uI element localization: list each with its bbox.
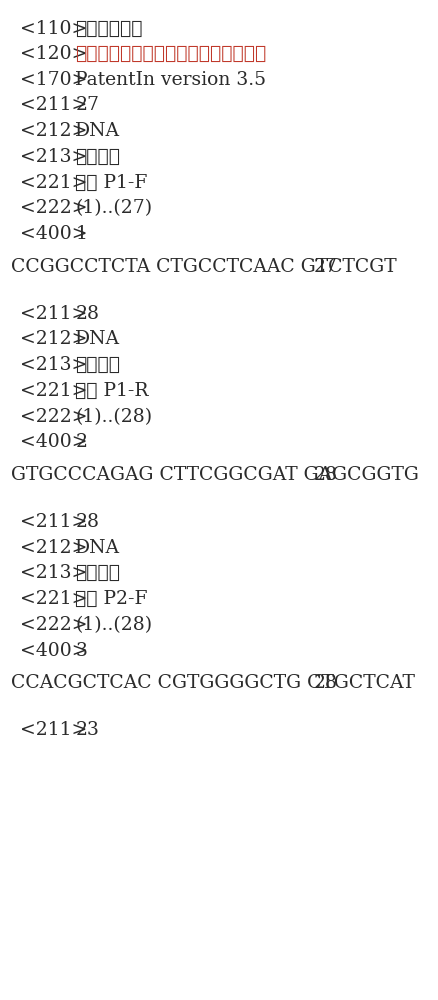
Text: 28: 28 (313, 674, 337, 692)
Text: <170>: <170> (20, 71, 87, 89)
Text: 引物 P1-F: 引物 P1-F (75, 174, 148, 192)
Text: CCGGCCTCTA CTGCCTCAAC GTCTCGT: CCGGCCTCTA CTGCCTCAAC GTCTCGT (11, 258, 396, 276)
Text: <221>: <221> (20, 174, 87, 192)
Text: <211>: <211> (20, 513, 87, 531)
Text: <221>: <221> (20, 382, 87, 400)
Text: 人工序列: 人工序列 (75, 564, 120, 582)
Text: (1)..(28): (1)..(28) (75, 408, 152, 426)
Text: <110>: <110> (20, 20, 87, 38)
Text: 人工序列: 人工序列 (75, 148, 120, 166)
Text: PatentIn version 3.5: PatentIn version 3.5 (75, 71, 266, 89)
Text: <211>: <211> (20, 305, 87, 323)
Text: 2: 2 (75, 433, 87, 451)
Text: 引物 P1-R: 引物 P1-R (75, 382, 148, 400)
Text: <213>: <213> (20, 356, 87, 374)
Text: DNA: DNA (75, 539, 120, 557)
Text: 28: 28 (313, 466, 337, 484)
Text: 27: 27 (75, 96, 99, 114)
Text: <400>: <400> (20, 433, 88, 451)
Text: <221>: <221> (20, 590, 87, 608)
Text: <400>: <400> (20, 225, 88, 243)
Text: <212>: <212> (20, 122, 87, 140)
Text: 人工序列: 人工序列 (75, 356, 120, 374)
Text: (1)..(28): (1)..(28) (75, 616, 152, 634)
Text: 23: 23 (75, 721, 99, 739)
Text: <222>: <222> (20, 616, 88, 634)
Text: (1)..(27): (1)..(27) (75, 199, 152, 217)
Text: <400>: <400> (20, 642, 88, 660)
Text: 一种青胫显性白羽肉鸡品系的选育方法: 一种青胫显性白羽肉鸡品系的选育方法 (75, 45, 266, 63)
Text: <211>: <211> (20, 96, 87, 114)
Text: DNA: DNA (75, 330, 120, 348)
Text: <213>: <213> (20, 564, 87, 582)
Text: <120>: <120> (20, 45, 87, 63)
Text: <212>: <212> (20, 539, 87, 557)
Text: 3: 3 (75, 642, 87, 660)
Text: 引物 P2-F: 引物 P2-F (75, 590, 148, 608)
Text: DNA: DNA (75, 122, 120, 140)
Text: <211>: <211> (20, 721, 87, 739)
Text: CCACGCTCAC CGTGGGGCTG CTGCTCAT: CCACGCTCAC CGTGGGGCTG CTGCTCAT (11, 674, 414, 692)
Text: 河南农业大学: 河南农业大学 (75, 20, 143, 38)
Text: 27: 27 (313, 258, 337, 276)
Text: 28: 28 (75, 305, 99, 323)
Text: GTGCCCAGAG CTTCGGCGAT GAGCGGTG: GTGCCCAGAG CTTCGGCGAT GAGCGGTG (11, 466, 418, 484)
Text: <213>: <213> (20, 148, 87, 166)
Text: <222>: <222> (20, 408, 88, 426)
Text: <212>: <212> (20, 330, 87, 348)
Text: 28: 28 (75, 513, 99, 531)
Text: 1: 1 (75, 225, 87, 243)
Text: <222>: <222> (20, 199, 88, 217)
